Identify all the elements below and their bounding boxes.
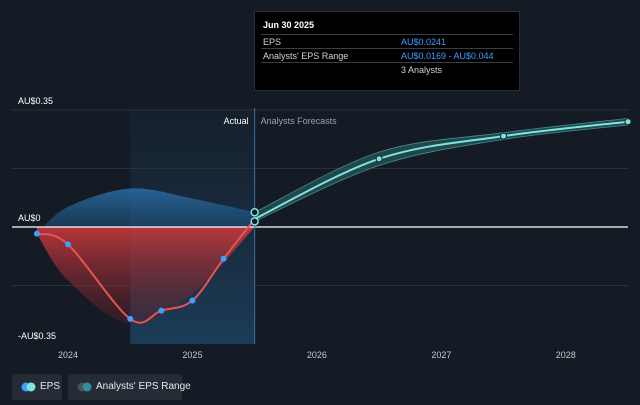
y-label-top: AU$0.35 (18, 96, 53, 106)
tooltip-eps-label: EPS (263, 37, 282, 47)
eps-point-0 (33, 230, 40, 237)
y-label-bottom: -AU$0.35 (18, 331, 56, 341)
tooltip-row-eps: EPS AU$0.0241 (261, 34, 513, 49)
forecast-eps-point-2 (500, 132, 508, 140)
legend-eps-label: EPS (40, 381, 61, 392)
eps-point-1 (65, 241, 71, 248)
forecast-eps-point-3 (624, 118, 632, 126)
eps-point-4 (189, 297, 196, 304)
analysts-eps-range-band (254, 117, 629, 223)
historic-range-area-lower (36, 227, 255, 325)
legend-range-button[interactable]: Analysts' EPS Range (68, 374, 191, 400)
range-legend-icon (77, 382, 93, 392)
hover-marker-range-high (250, 208, 259, 217)
chart-tooltip: Jun 30 2025 EPS AU$0.0241 Analysts' EPS … (254, 11, 520, 91)
section-label-actual: Actual (224, 116, 249, 126)
y-label-zero: AU$0 (18, 213, 41, 223)
x-tick-2027: 2027 (431, 350, 451, 360)
section-label-forecast: Analysts Forecasts (261, 116, 338, 126)
legend-eps-button[interactable]: EPS (12, 374, 62, 400)
tooltip-analysts-count: 3 Analysts (401, 65, 443, 75)
tooltip-row-analysts: 3 Analysts (261, 62, 513, 77)
forecast-eps-line (254, 120, 629, 220)
tooltip-range-value: AU$0.0169 - AU$0.044 (401, 51, 494, 61)
hover-marker-eps (250, 217, 259, 226)
x-tick-2024: 2024 (58, 350, 78, 360)
x-tick-2028: 2028 (556, 350, 576, 360)
legend-range-label: Analysts' EPS Range (96, 381, 191, 392)
x-tick-2025: 2025 (182, 350, 202, 360)
tooltip-date: Jun 30 2025 (263, 20, 315, 30)
tooltip-range-label: Analysts' EPS Range (263, 51, 349, 61)
x-tick-2026: 2026 (307, 350, 327, 360)
eps-point-3 (158, 307, 165, 314)
tooltip-eps-value: AU$0.0241 (401, 37, 447, 47)
eps-point-5 (220, 255, 227, 262)
eps-legend-icon (21, 382, 37, 392)
eps-point-2 (127, 315, 134, 322)
forecast-eps-point-1 (375, 155, 383, 163)
historic-range-area-upper (36, 188, 255, 234)
tooltip-row-range: Analysts' EPS Range AU$0.0169 - AU$0.044 (261, 48, 513, 63)
